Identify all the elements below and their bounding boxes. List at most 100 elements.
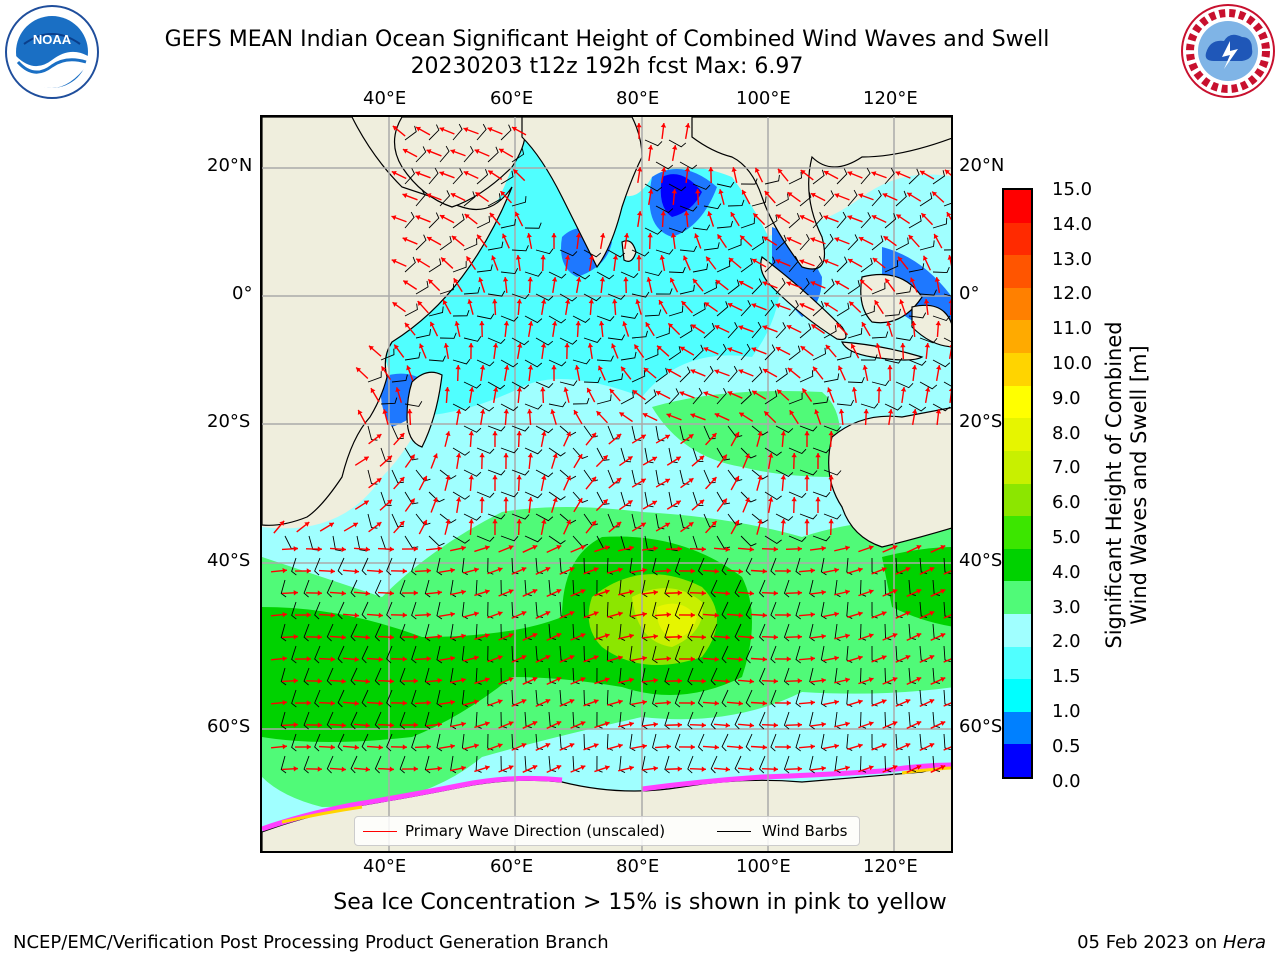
wind-barb [943, 202, 951, 207]
wind-barb [374, 623, 382, 642]
wave-arrow [671, 144, 678, 162]
wind-barb [759, 755, 766, 774]
wave-arrow [630, 611, 648, 618]
wave-arrow [847, 699, 863, 706]
wave-arrow [754, 167, 764, 183]
wave-arrow [511, 699, 527, 707]
wave-arrow [474, 721, 490, 729]
wave-arrow [871, 171, 887, 179]
wave-arrow [607, 567, 623, 574]
wave-arrow [585, 520, 597, 534]
wind-barb [860, 755, 867, 773]
wind-barb [687, 579, 694, 598]
wind-barb [764, 174, 780, 185]
wave-arrow [368, 521, 382, 533]
wave-arrow [438, 567, 456, 574]
wave-arrow [636, 122, 642, 140]
wind-barb [895, 285, 912, 295]
wind-barb [644, 227, 663, 235]
lat-tick-right: 20°S [959, 411, 1003, 432]
wind-barb [487, 601, 494, 619]
wave-arrow [756, 519, 763, 535]
wave-arrow [707, 211, 715, 227]
wave-arrow [702, 612, 720, 618]
wind-barb [799, 233, 810, 251]
wind-barb [500, 623, 508, 641]
wind-barb [337, 601, 345, 620]
wind-barb [620, 271, 639, 279]
wave-arrow [535, 742, 551, 752]
wave-arrow [631, 522, 647, 532]
wind-barb [734, 623, 742, 642]
wind-barb [631, 330, 648, 339]
wave-arrow [546, 764, 562, 773]
wind-barb [847, 327, 863, 339]
wave-arrow [511, 743, 527, 751]
wind-barb [607, 373, 624, 383]
wind-barb [884, 167, 895, 185]
wind-barb [439, 145, 450, 163]
wind-barb [411, 689, 417, 708]
wind-barb [820, 645, 827, 664]
wind-barb [860, 167, 871, 185]
wind-barb [548, 711, 557, 729]
wind-barb [475, 711, 482, 729]
wave-arrow [318, 612, 336, 618]
wave-arrow [618, 765, 634, 772]
wave-arrow [692, 278, 704, 292]
wind-barb [943, 689, 951, 707]
wave-arrow [934, 276, 941, 294]
map-legend: Primary Wave Direction (unscaled) Wind B… [354, 816, 860, 846]
wave-arrow [468, 430, 474, 448]
wind-barb [361, 601, 369, 620]
wave-arrow [535, 566, 551, 576]
wave-arrow [498, 765, 514, 773]
wind-barb [775, 277, 786, 295]
wind-barb [631, 469, 642, 485]
wave-arrow [862, 365, 869, 381]
wave-arrow [564, 342, 570, 360]
wave-arrow [414, 568, 432, 574]
wind-barb [871, 235, 884, 251]
wind-barb [463, 336, 482, 342]
wind-barb [463, 287, 481, 295]
wave-arrow [679, 391, 695, 399]
wave-arrow [946, 211, 951, 221]
wind-barb [908, 667, 917, 685]
wave-arrow [294, 568, 312, 574]
colorbar-tick-label: 5.0 [1052, 527, 1081, 548]
wave-arrow [804, 430, 810, 448]
wave-arrow [444, 386, 450, 404]
wave-arrow [775, 303, 791, 311]
wave-arrow [785, 678, 803, 684]
wave-arrow [887, 364, 893, 382]
wind-barb [908, 359, 927, 366]
wind-barb [572, 491, 589, 503]
wind-barb [932, 667, 941, 685]
wind-barb [452, 123, 463, 141]
wind-barb [548, 359, 567, 367]
wind-barb [664, 711, 670, 730]
wave-arrow [838, 408, 845, 426]
wave-arrow [780, 430, 786, 448]
wave-arrow [669, 277, 679, 293]
wave-arrow [379, 455, 393, 467]
wind-barb [380, 397, 398, 405]
wave-arrow [751, 303, 767, 311]
wave-arrow [426, 236, 442, 246]
wave-arrow [426, 193, 442, 201]
wave-arrow [516, 474, 522, 492]
wave-arrow [761, 634, 779, 640]
wave-arrow [762, 281, 778, 289]
wave-arrow [702, 700, 720, 706]
wave-arrow [837, 365, 846, 381]
map-plot [260, 115, 953, 853]
wind-barb [583, 645, 591, 663]
wave-arrow [406, 365, 414, 381]
wave-arrow [642, 456, 658, 466]
wave-arrow [463, 127, 479, 135]
wind-barb [583, 557, 591, 575]
colorbar-tick-label: 12.0 [1052, 283, 1093, 305]
wave-arrow [598, 320, 605, 338]
wind-barb [644, 389, 657, 405]
